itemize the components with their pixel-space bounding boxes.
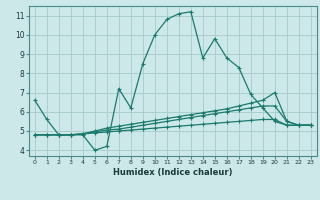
X-axis label: Humidex (Indice chaleur): Humidex (Indice chaleur) — [113, 168, 233, 177]
